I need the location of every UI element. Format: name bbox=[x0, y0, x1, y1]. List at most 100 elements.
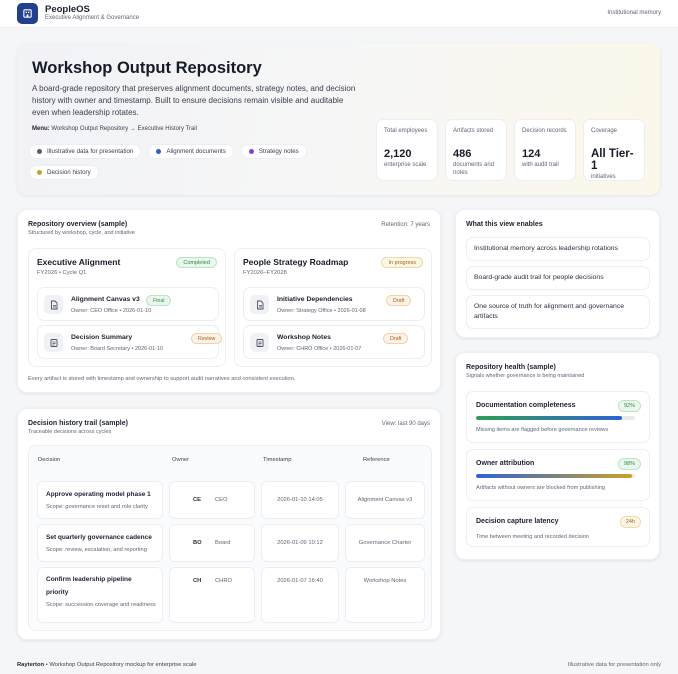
table-row-owner: CH CHRO bbox=[169, 567, 255, 623]
card-title: Repository health (sample) bbox=[466, 364, 556, 371]
app-logo[interactable] bbox=[17, 3, 38, 24]
page-description: A board-grade repository that preserves … bbox=[32, 84, 356, 117]
table-row-owner: CE CEO bbox=[169, 481, 255, 519]
chip-dot bbox=[37, 170, 42, 175]
artifact-item[interactable]: Initiative Dependencies Owner: Strategy … bbox=[243, 287, 425, 321]
column-header-owner: Owner bbox=[172, 457, 190, 463]
reference-link: Alignment Canvas v3 bbox=[357, 497, 413, 503]
chip-decision-history[interactable]: Decision history bbox=[29, 165, 99, 180]
menu-breadcrumb: Menu: Workshop Output Repository → Execu… bbox=[32, 126, 197, 132]
table-row-decision[interactable]: Approve operating model phase 1 Scope: g… bbox=[37, 481, 163, 519]
decision-name: Confirm leadership pipeline priority bbox=[46, 576, 132, 596]
card-subtitle: Signals whether governance is being main… bbox=[466, 373, 585, 379]
card-subtitle: Structured by workshop, cycle, and initi… bbox=[28, 230, 135, 236]
column-header-decision: Decision bbox=[38, 457, 61, 463]
chip-alignment-documents[interactable]: Alignment documents bbox=[148, 144, 234, 159]
artifact-owner: Owner: Board Secretary • 2026-01-10 bbox=[71, 346, 164, 352]
table-row-owner: BO Board bbox=[169, 524, 255, 562]
metric-value-badge: 24h bbox=[619, 516, 641, 528]
table-row-reference[interactable]: Workshop Notes bbox=[345, 567, 425, 623]
artifact-item[interactable]: Decision Summary Owner: Board Secretary … bbox=[37, 325, 223, 359]
repository-health-card: Repository health (sample) Signals wheth… bbox=[455, 352, 660, 560]
stat-sub: with audit trail bbox=[522, 162, 559, 168]
metric-title: Owner attribution bbox=[476, 460, 535, 467]
column-header-reference: Reference bbox=[363, 457, 390, 463]
progress-bar bbox=[476, 474, 635, 478]
overview-footnote: Every artifact is stored with timestamp … bbox=[28, 376, 296, 382]
stat-label: Coverage bbox=[591, 128, 618, 134]
artifact-item[interactable]: Workshop Notes Owner: CHRO Office • 2026… bbox=[243, 325, 425, 359]
metric-title: Documentation completeness bbox=[476, 402, 576, 409]
enables-item: Board-grade audit trail for people decis… bbox=[466, 266, 650, 290]
artifact-name: Decision Summary bbox=[71, 334, 133, 341]
footer-right: Illustrative data for presentation only bbox=[567, 662, 661, 668]
menu-label: Menu: bbox=[32, 126, 50, 132]
table-row-reference[interactable]: Governance Charter bbox=[345, 524, 425, 562]
stat-value: 124 bbox=[522, 148, 541, 160]
chip-strategy-notes[interactable]: Strategy notes bbox=[240, 144, 307, 159]
progress-fill bbox=[476, 416, 623, 420]
chip-illustrative[interactable]: Illustrative data for presentation bbox=[29, 144, 142, 159]
stat-label: Artifacts stored bbox=[453, 128, 494, 134]
metric-description: Artifacts without owners are blocked fro… bbox=[476, 485, 606, 491]
repository-overview-card: Repository overview (sample) Structured … bbox=[17, 209, 441, 393]
status-badge: Completed bbox=[176, 257, 217, 268]
artifact-name: Alignment Canvas v3 bbox=[71, 296, 140, 303]
decision-table: Decision Owner Timestamp Reference Appro… bbox=[28, 445, 432, 631]
table-row-timestamp: 2026-01-10 14:05 bbox=[261, 481, 339, 519]
stat-coverage: Coverage All Tier-1 initiatives bbox=[583, 119, 645, 181]
status-badge: In progress bbox=[381, 257, 423, 268]
artifact-name: Workshop Notes bbox=[277, 334, 331, 341]
workshop-card-executive-alignment[interactable]: Executive Alignment FY2026 • Cycle Q1 Co… bbox=[28, 248, 226, 367]
progress-fill bbox=[476, 474, 632, 478]
chip-dot bbox=[156, 149, 162, 154]
card-title: What this view enables bbox=[466, 221, 543, 228]
owner-name: CEO bbox=[215, 497, 228, 503]
chip-label: Strategy notes bbox=[258, 148, 299, 155]
table-row-decision[interactable]: Confirm leadership pipeline priority Sco… bbox=[37, 567, 163, 623]
artifact-item[interactable]: Alignment Canvas v3 Owner: CEO Office • … bbox=[37, 287, 219, 321]
notes-icon bbox=[44, 333, 63, 352]
workshop-title: People Strategy Roadmap bbox=[243, 257, 349, 267]
view-range-label[interactable]: View: last 90 days bbox=[381, 421, 430, 427]
owner-avatar: CH bbox=[193, 578, 202, 584]
hero-section: Workshop Output Repository A board-grade… bbox=[17, 43, 660, 195]
workshop-meta: FY2026–FY2028 bbox=[243, 270, 287, 276]
decision-name: Set quarterly governance cadence bbox=[46, 534, 152, 541]
table-row-timestamp: 2026-01-09 10:12 bbox=[261, 524, 339, 562]
table-row-decision[interactable]: Set quarterly governance cadence Scope: … bbox=[37, 524, 163, 562]
document-icon bbox=[250, 295, 269, 314]
reference-link: Governance Charter bbox=[358, 540, 412, 546]
workshop-title: Executive Alignment bbox=[37, 257, 121, 267]
owner-name: CHRO bbox=[215, 578, 233, 584]
decision-scope: Scope: review, escalation, and reporting bbox=[46, 547, 147, 553]
owner-name: Board bbox=[215, 540, 231, 546]
stat-value: All Tier-1 bbox=[591, 148, 634, 172]
stat-value: 486 bbox=[453, 148, 472, 160]
health-metric-decision-latency: Decision capture latency 24h Time betwee… bbox=[466, 507, 650, 547]
card-title: Decision history trail (sample) bbox=[28, 420, 128, 427]
reference-link: Workshop Notes bbox=[363, 578, 407, 584]
chip-dot bbox=[248, 149, 254, 154]
metric-value-badge: 98% bbox=[617, 458, 641, 470]
artifact-owner: Owner: Strategy Office • 2026-01-08 bbox=[277, 308, 366, 314]
page-title: Workshop Output Repository bbox=[32, 59, 262, 77]
top-bar-label: Institutional memory bbox=[607, 10, 661, 16]
card-subtitle: Traceable decisions across cycles bbox=[28, 429, 112, 435]
stat-sub: documents and notes bbox=[453, 162, 495, 176]
view-enables-card: What this view enables Institutional mem… bbox=[455, 209, 660, 338]
metric-title: Decision capture latency bbox=[476, 518, 559, 525]
decision-history-card: Decision history trail (sample) Traceabl… bbox=[17, 408, 441, 640]
timestamp-value: 2026-01-07 16:40 bbox=[277, 578, 323, 584]
footer-left: Rayterton • Workshop Output Repository m… bbox=[17, 662, 196, 668]
app-subtitle: Executive Alignment & Governance bbox=[45, 15, 140, 21]
workshop-card-people-strategy-roadmap[interactable]: People Strategy Roadmap FY2026–FY2028 In… bbox=[234, 248, 432, 367]
artifact-tag: Final bbox=[146, 295, 172, 306]
stat-artifacts-stored: Artifacts stored 486 documents and notes bbox=[445, 119, 507, 181]
chip-label: Alignment documents bbox=[166, 148, 226, 155]
table-row-reference[interactable]: Alignment Canvas v3 bbox=[345, 481, 425, 519]
menu-path[interactable]: Workshop Output Repository → Executive H… bbox=[51, 126, 197, 132]
building-icon bbox=[23, 9, 32, 18]
footer-text: • Workshop Output Repository mockup for … bbox=[44, 662, 197, 668]
decision-name: Approve operating model phase 1 bbox=[46, 491, 151, 498]
